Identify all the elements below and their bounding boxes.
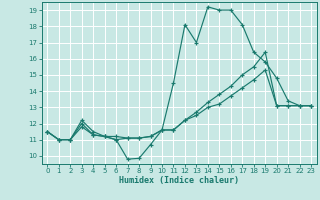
X-axis label: Humidex (Indice chaleur): Humidex (Indice chaleur) bbox=[119, 176, 239, 185]
